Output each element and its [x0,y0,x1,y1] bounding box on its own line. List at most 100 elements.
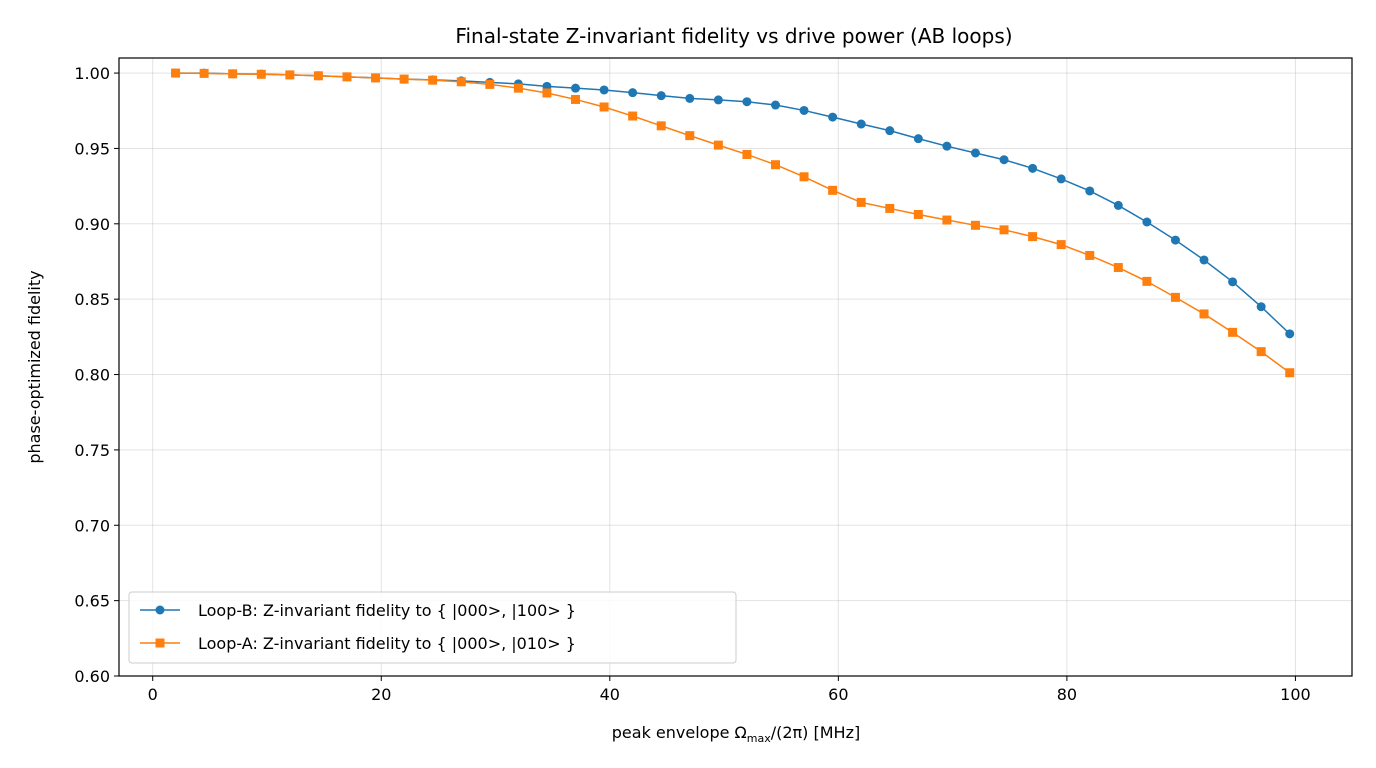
data-point-loop-a [770,160,780,170]
x-axis-label-tail: /(2π) [MHz] [771,723,861,742]
data-point-loop-a [1028,232,1038,242]
chart-title: Final-state Z-invariant fidelity vs driv… [455,24,1012,48]
data-point-loop-b [942,141,952,151]
data-point-loop-a [456,77,466,87]
x-tick-label: 0 [148,685,158,704]
data-point-loop-b [685,93,695,103]
data-point-loop-a [1113,263,1123,273]
data-point-loop-a [1285,368,1295,378]
data-point-loop-b [1028,163,1038,173]
x-tick-label: 40 [600,685,620,704]
plot-frame [118,57,1353,677]
data-point-loop-b [799,105,809,115]
y-tick-label: 0.85 [74,290,110,309]
y-axis-label: phase-optimized fidelity [25,270,44,463]
data-point-loop-a [342,72,352,82]
data-point-loop-a [885,203,895,213]
legend-label-loop-a: Loop-A: Z-invariant fidelity to { |000>,… [198,634,576,653]
data-point-loop-b [913,134,923,144]
data-point-loop-b [828,112,838,122]
data-point-loop-b [1199,255,1209,265]
data-point-loop-a [542,88,552,98]
data-point-loop-b [1142,217,1152,227]
series-loop-b [171,68,1295,339]
data-point-loop-a [228,69,238,79]
data-point-loop-a [685,131,695,141]
series-line-loop-b [175,72,1291,335]
data-point-loop-a [399,74,409,84]
data-point-loop-a [656,121,666,131]
data-point-loop-b [742,97,752,107]
data-point-loop-a [1256,347,1266,357]
data-point-loop-a [285,70,295,80]
data-point-loop-a [799,172,809,182]
legend: Loop-B: Z-invariant fidelity to { |000>,… [128,591,737,664]
data-point-loop-b [1056,174,1066,184]
data-point-loop-a [513,83,523,93]
data-point-loop-a [856,197,866,207]
legend-label-loop-b: Loop-B: Z-invariant fidelity to { |000>,… [198,601,576,620]
data-point-loop-b [970,148,980,158]
data-point-loop-a [828,185,838,195]
series-loop-a [171,68,1295,378]
y-tick-label: 0.90 [74,215,110,234]
data-point-loop-b [571,83,581,93]
y-tick-label: 1.00 [74,64,110,83]
series-line-loop-a [175,72,1291,374]
data-point-loop-b [856,119,866,129]
data-point-loop-a [256,69,266,79]
series-layer [171,68,1295,378]
data-point-loop-a [1085,250,1095,260]
x-axis-ticks: 0 20 40 60 80 100 [148,676,1311,704]
y-tick-label: 0.75 [74,441,110,460]
data-point-loop-b [885,126,895,136]
data-point-loop-a [428,75,438,85]
x-axis-label-subscript: max [747,732,771,745]
data-point-loop-a [913,209,923,219]
legend-marker-loop-a [155,638,165,648]
data-point-loop-b [1113,200,1123,210]
data-point-loop-b [713,95,723,105]
x-axis-label: peak envelope Ωmax/(2π) [MHz] [612,723,860,745]
x-tick-label: 80 [1057,685,1077,704]
y-tick-label: 0.70 [74,516,110,535]
legend-marker-loop-b [155,605,165,615]
data-point-loop-b [1228,277,1238,287]
x-tick-label: 60 [828,685,848,704]
data-point-loop-a [1142,276,1152,286]
x-tick-label: 20 [371,685,391,704]
data-point-loop-a [1056,240,1066,250]
data-point-loop-a [628,111,638,121]
data-point-loop-a [1170,292,1180,302]
data-point-loop-b [628,88,638,98]
data-point-loop-b [599,85,609,95]
y-tick-label: 0.65 [74,592,110,611]
data-point-loop-a [1228,327,1238,337]
data-point-loop-b [1170,235,1180,245]
data-point-loop-b [999,155,1009,165]
y-tick-label: 0.60 [74,667,110,686]
data-point-loop-a [313,71,323,81]
data-point-loop-b [1256,302,1266,312]
y-tick-label: 0.80 [74,366,110,385]
data-point-loop-a [599,102,609,112]
data-point-loop-a [999,225,1009,235]
data-point-loop-a [485,79,495,89]
data-point-loop-a [942,215,952,225]
legend-box [128,591,737,664]
x-axis-label-main: peak envelope Ω [612,723,747,742]
data-point-loop-a [171,68,181,78]
x-tick-label: 100 [1280,685,1311,704]
data-point-loop-b [1285,329,1295,339]
data-point-loop-b [1085,186,1095,196]
data-point-loop-a [199,68,209,78]
y-tick-label: 0.95 [74,139,110,158]
data-point-loop-a [713,140,723,150]
data-point-loop-b [656,91,666,101]
data-point-loop-a [742,149,752,159]
data-point-loop-a [970,220,980,230]
data-point-loop-b [770,100,780,110]
data-point-loop-a [1199,309,1209,319]
y-axis-ticks: 0.60 0.65 0.70 0.75 0.80 0.85 0.90 0.95 1.00 [74,64,119,686]
